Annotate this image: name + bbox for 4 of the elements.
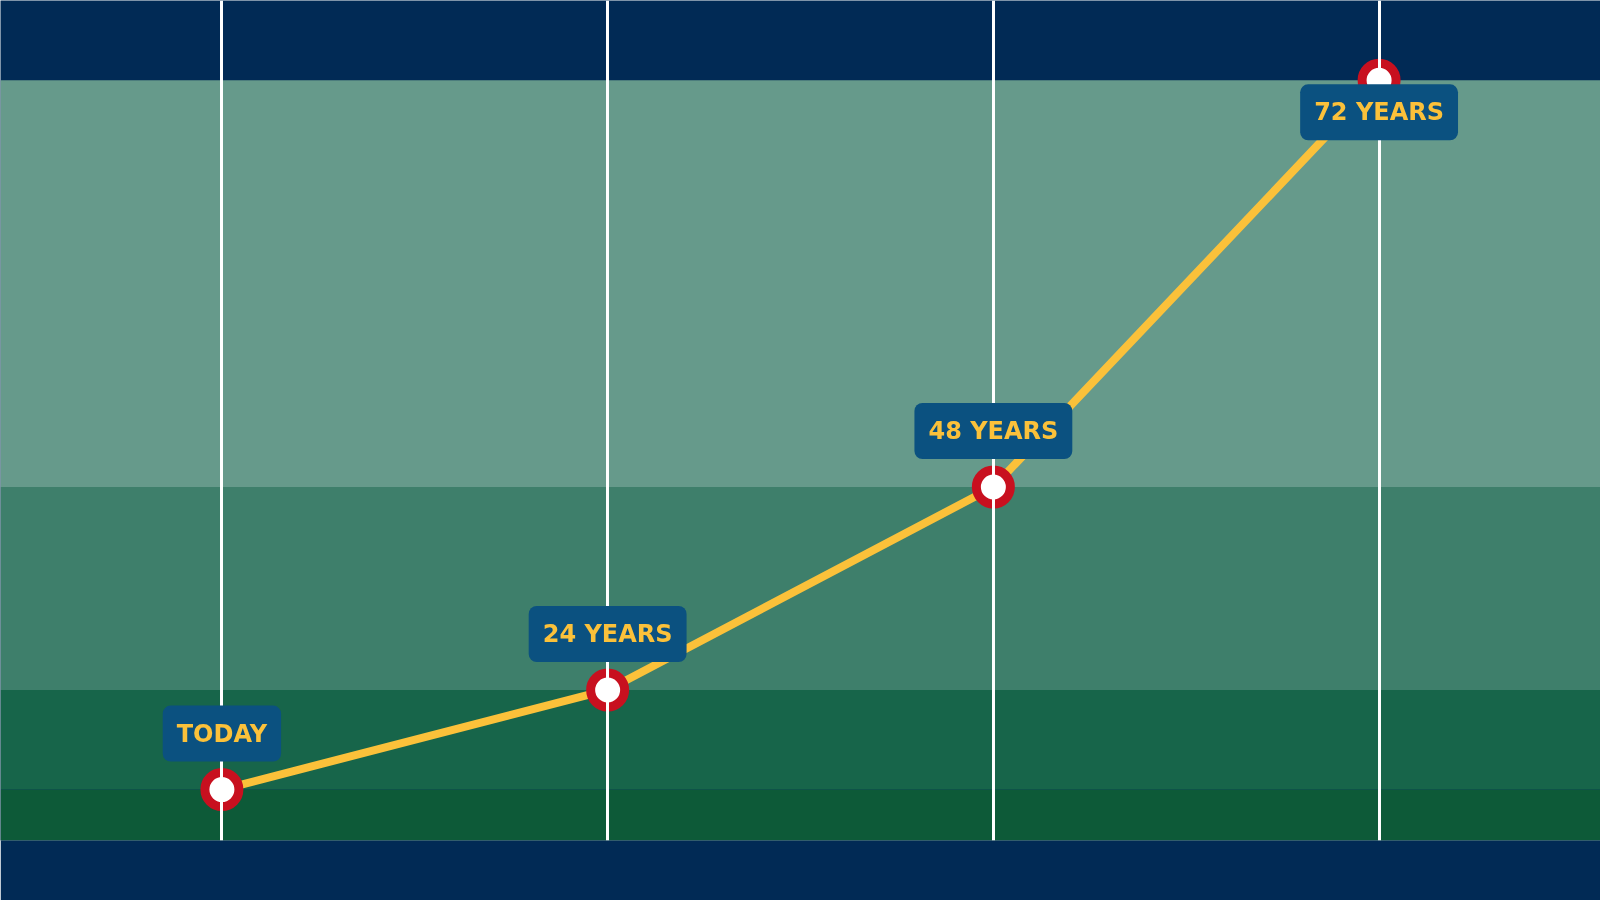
annotation: 72 YEARS [1314,98,1445,127]
annotation: TODAY [176,719,268,748]
annotation: 48 YEARS [928,417,1059,446]
annotation: 24 YEARS [542,619,673,648]
